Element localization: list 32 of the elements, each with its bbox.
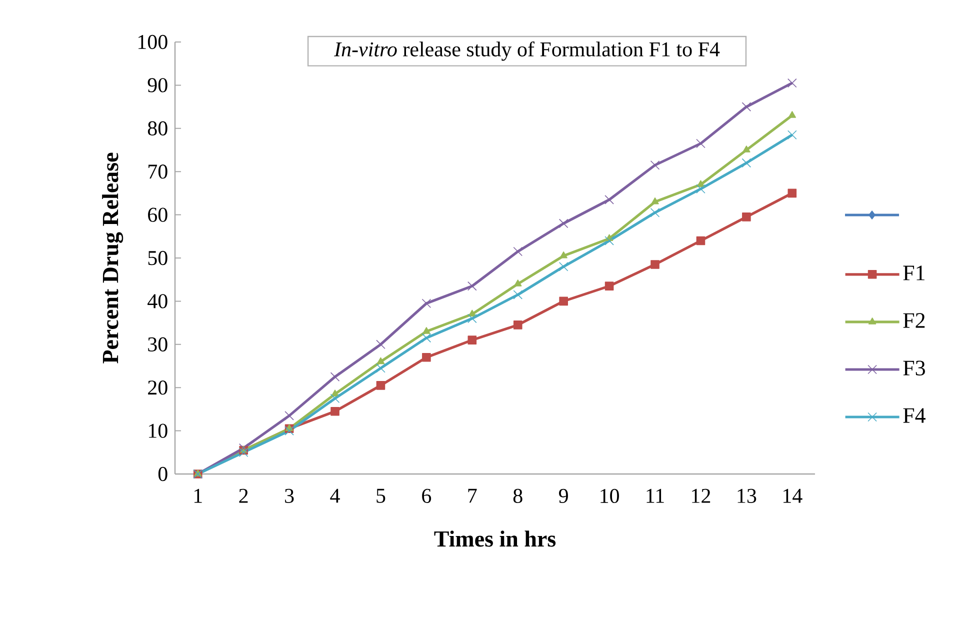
y-tick-label: 50 bbox=[148, 250, 168, 266]
y-tick-label: 80 bbox=[148, 121, 168, 136]
y-tick-label: 100 bbox=[138, 34, 168, 50]
x-tick-label: 9 bbox=[559, 488, 568, 503]
y-axis-title: Percent Drug Release bbox=[102, 152, 124, 364]
x-tick-label: 7 bbox=[468, 488, 477, 503]
y-tick-label: 60 bbox=[148, 208, 168, 222]
x-tick-label: 11 bbox=[646, 488, 664, 503]
legend-label: F3 bbox=[903, 360, 925, 376]
x-tick-label: 14 bbox=[783, 488, 802, 503]
chart-title: In-vitro release study of Formulation F1 to F4 bbox=[334, 41, 720, 61]
x-axis-title: Times in hrs bbox=[434, 530, 556, 547]
legend-label: F4 bbox=[903, 408, 926, 423]
x-tick-label: 1 bbox=[194, 488, 202, 503]
x-tick-label: 3 bbox=[285, 488, 294, 503]
y-tick-label: 90 bbox=[148, 78, 168, 92]
x-tick-label: 8 bbox=[513, 488, 522, 504]
y-tick-label: 10 bbox=[148, 424, 168, 438]
x-tick-label: 12 bbox=[692, 488, 710, 503]
y-tick-label: 20 bbox=[148, 380, 168, 395]
x-tick-label: 13 bbox=[738, 488, 756, 503]
x-tick-label: 4 bbox=[330, 488, 340, 503]
x-tick-label: 2 bbox=[239, 488, 248, 503]
y-tick-label: 0 bbox=[158, 466, 168, 482]
x-tick-label: 6 bbox=[422, 488, 432, 503]
x-tick-label: 10 bbox=[600, 488, 619, 504]
x-tick-label: 5 bbox=[376, 488, 386, 503]
y-tick-label: 30 bbox=[148, 337, 168, 352]
y-tick-label: 70 bbox=[148, 164, 168, 179]
legend-label: F2 bbox=[903, 313, 925, 328]
legend-label: F1 bbox=[903, 266, 924, 280]
y-tick-label: 40 bbox=[148, 294, 168, 308]
